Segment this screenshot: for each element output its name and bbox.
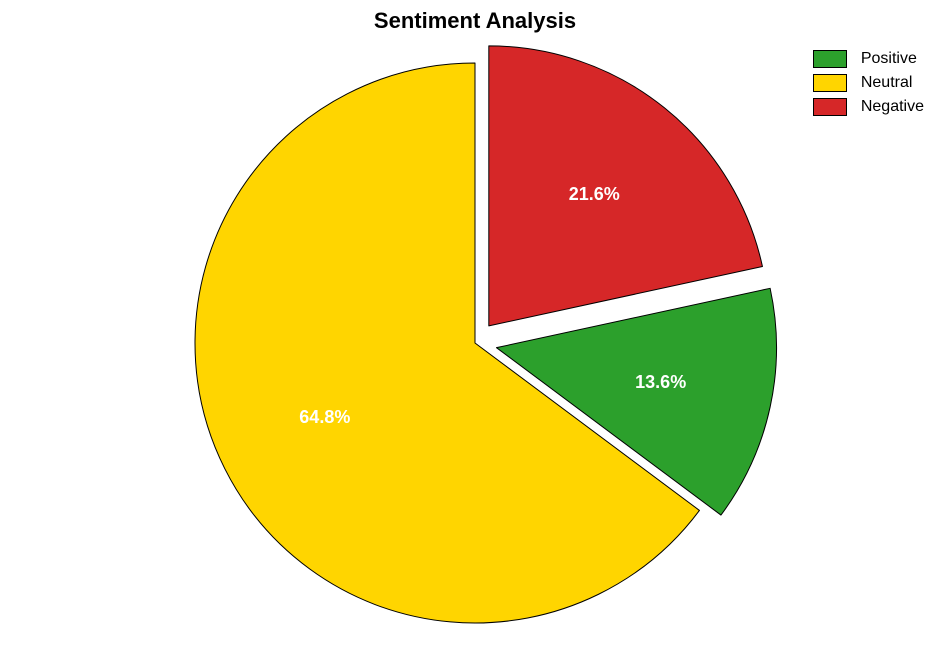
legend: Positive Neutral Negative bbox=[813, 47, 924, 119]
chart-container: Sentiment Analysis 21.6%13.6%64.8% Posit… bbox=[0, 0, 950, 662]
pie-slice-negative bbox=[489, 46, 763, 326]
legend-swatch-positive bbox=[813, 50, 847, 68]
legend-item-negative: Negative bbox=[813, 95, 924, 119]
slice-label-neutral: 64.8% bbox=[299, 407, 350, 427]
legend-label-negative: Negative bbox=[861, 98, 924, 116]
pie-chart: 21.6% 13.6% 64.8% bbox=[0, 0, 950, 662]
legend-item-neutral: Neutral bbox=[813, 71, 924, 95]
legend-label-neutral: Neutral bbox=[861, 74, 913, 92]
legend-label-positive: Positive bbox=[861, 50, 917, 68]
slice-label-negative: 21.6% bbox=[569, 184, 620, 204]
legend-swatch-negative bbox=[813, 98, 847, 116]
slice-label-positive: 13.6% bbox=[635, 372, 686, 392]
legend-swatch-neutral bbox=[813, 74, 847, 92]
legend-item-positive: Positive bbox=[813, 47, 924, 71]
